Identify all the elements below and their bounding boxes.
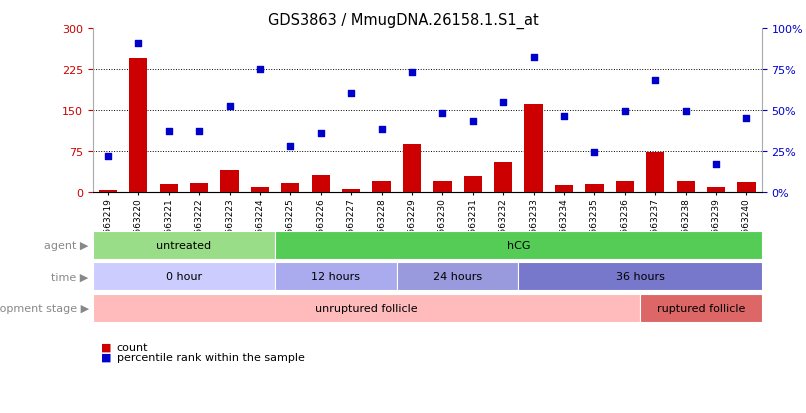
Text: 36 hours: 36 hours — [616, 272, 664, 282]
Bar — [646, 153, 664, 192]
Text: untreated: untreated — [156, 240, 211, 250]
Bar — [275, 231, 762, 259]
Bar — [99, 190, 117, 192]
Text: 24 hours: 24 hours — [433, 272, 482, 282]
Bar — [585, 185, 604, 192]
Bar — [707, 188, 725, 192]
Bar — [281, 184, 300, 192]
Point — [223, 104, 236, 111]
Point — [558, 114, 571, 120]
Text: agent ▶: agent ▶ — [44, 240, 89, 250]
Text: count: count — [117, 342, 148, 352]
Bar — [93, 263, 275, 291]
Point — [496, 99, 509, 106]
Bar — [312, 176, 330, 192]
Text: GDS3863 / MmugDNA.26158.1.S1_at: GDS3863 / MmugDNA.26158.1.S1_at — [268, 12, 538, 28]
Bar — [434, 181, 451, 192]
Bar — [525, 105, 542, 192]
Bar — [616, 181, 634, 192]
Point — [132, 40, 145, 47]
Bar — [463, 177, 482, 192]
Point — [253, 66, 266, 73]
Text: ■: ■ — [101, 342, 111, 352]
Text: 0 hour: 0 hour — [166, 272, 202, 282]
Bar — [160, 185, 178, 192]
Bar — [93, 231, 275, 259]
Point — [284, 143, 297, 150]
Point — [102, 153, 114, 159]
Bar — [494, 162, 513, 192]
Point — [527, 55, 540, 62]
Text: ■: ■ — [101, 352, 111, 362]
Point — [193, 128, 206, 135]
Point — [740, 115, 753, 122]
Bar — [555, 185, 573, 192]
Bar — [518, 263, 762, 291]
Bar — [676, 181, 695, 192]
Bar — [342, 189, 360, 192]
Bar — [251, 188, 269, 192]
Point — [618, 109, 631, 115]
Bar — [640, 294, 762, 322]
Point — [679, 109, 692, 115]
Bar — [403, 144, 421, 192]
Bar — [129, 59, 147, 192]
Point — [405, 70, 418, 76]
Bar — [275, 263, 397, 291]
Bar — [372, 181, 391, 192]
Text: percentile rank within the sample: percentile rank within the sample — [117, 352, 305, 362]
Point — [375, 127, 388, 133]
Point — [649, 78, 662, 84]
Bar — [737, 182, 755, 192]
Point — [709, 161, 722, 168]
Point — [588, 150, 601, 156]
Point — [162, 128, 175, 135]
Text: unruptured follicle: unruptured follicle — [315, 303, 418, 313]
Text: 12 hours: 12 hours — [311, 272, 360, 282]
Point — [345, 91, 358, 97]
Point — [436, 110, 449, 117]
Point — [467, 119, 480, 125]
Bar — [93, 294, 640, 322]
Point — [314, 130, 327, 137]
Text: ruptured follicle: ruptured follicle — [657, 303, 745, 313]
Text: development stage ▶: development stage ▶ — [0, 303, 89, 313]
Bar — [397, 263, 518, 291]
Text: time ▶: time ▶ — [52, 272, 89, 282]
Bar — [190, 183, 208, 192]
Text: hCG: hCG — [507, 240, 530, 250]
Bar — [220, 170, 239, 192]
